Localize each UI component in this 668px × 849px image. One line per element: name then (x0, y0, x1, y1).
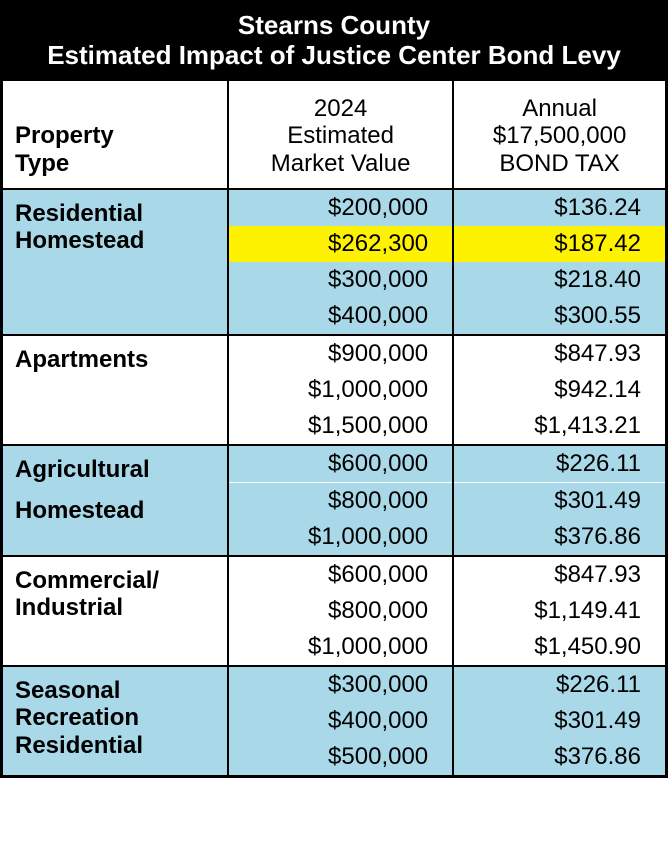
market-value: $1,000,000 (229, 629, 452, 665)
bond-tax-cell: $847.93$1,149.41$1,450.90 (453, 556, 665, 666)
market-value: $400,000 (229, 298, 452, 334)
bond-tax: $376.86 (454, 739, 665, 775)
market-value: $1,000,000 (229, 519, 452, 555)
title-line-2: Estimated Impact of Justice Center Bond … (13, 41, 655, 71)
bond-tax: $226.11 (454, 446, 665, 482)
property-type-cell: Commercial/Industrial (3, 556, 228, 666)
bond-tax: $226.11 (454, 667, 665, 703)
market-value: $800,000 (229, 593, 452, 629)
market-value: $900,000 (229, 336, 452, 372)
bond-tax-cell: $136.24$187.42$218.40$300.55 (453, 189, 665, 335)
market-value: $1,500,000 (229, 408, 452, 444)
market-value: $400,000 (229, 703, 452, 739)
property-type-cell: Apartments (3, 335, 228, 445)
header-property-type: Property Type (3, 81, 228, 189)
header-row: Property Type 2024 Estimated Market Valu… (3, 81, 665, 189)
bond-tax: $376.86 (454, 519, 665, 555)
bond-tax: $1,149.41 (454, 593, 665, 629)
market-value-cell: $600,000$800,000$1,000,000 (228, 445, 453, 556)
market-value: $300,000 (229, 667, 452, 703)
bond-tax: $187.42 (454, 226, 665, 262)
property-type-cell: Seasonal RecreationResidential (3, 666, 228, 775)
market-value-cell: $200,000$262,300$300,000$400,000 (228, 189, 453, 335)
market-value: $500,000 (229, 739, 452, 775)
property-type-cell: AgriculturalHomestead (3, 445, 228, 556)
table-row: Apartments$900,000$1,000,000$1,500,000$8… (3, 335, 665, 445)
bond-tax: $1,413.21 (454, 408, 665, 444)
bond-tax: $847.93 (454, 557, 665, 593)
market-value: $200,000 (229, 190, 452, 226)
market-value: $800,000 (229, 482, 452, 519)
bond-tax: $301.49 (454, 703, 665, 739)
title-block: Stearns County Estimated Impact of Justi… (3, 3, 665, 81)
title-line-1: Stearns County (13, 11, 655, 41)
table-row: Commercial/Industrial$600,000$800,000$1,… (3, 556, 665, 666)
bond-tax: $301.49 (454, 482, 665, 519)
property-type-cell: ResidentialHomestead (3, 189, 228, 335)
bond-tax: $1,450.90 (454, 629, 665, 665)
market-value: $262,300 (229, 226, 452, 262)
bond-tax: $136.24 (454, 190, 665, 226)
table-row: ResidentialHomestead$200,000$262,300$300… (3, 189, 665, 335)
market-value: $300,000 (229, 262, 452, 298)
impact-table: Property Type 2024 Estimated Market Valu… (3, 81, 665, 775)
table-row: AgriculturalHomestead$600,000$800,000$1,… (3, 445, 665, 556)
market-value: $1,000,000 (229, 372, 452, 408)
table-container: Stearns County Estimated Impact of Justi… (0, 0, 668, 778)
bond-tax: $847.93 (454, 336, 665, 372)
header-bond-tax: Annual $17,500,000 BOND TAX (453, 81, 665, 189)
market-value-cell: $600,000$800,000$1,000,000 (228, 556, 453, 666)
table-body: ResidentialHomestead$200,000$262,300$300… (3, 189, 665, 775)
market-value-cell: $900,000$1,000,000$1,500,000 (228, 335, 453, 445)
bond-tax-cell: $226.11$301.49$376.86 (453, 445, 665, 556)
header-market-value: 2024 Estimated Market Value (228, 81, 453, 189)
table-row: Seasonal RecreationResidential$300,000$4… (3, 666, 665, 775)
market-value-cell: $300,000$400,000$500,000 (228, 666, 453, 775)
bond-tax: $300.55 (454, 298, 665, 334)
bond-tax-cell: $847.93$942.14$1,413.21 (453, 335, 665, 445)
bond-tax: $218.40 (454, 262, 665, 298)
bond-tax-cell: $226.11$301.49$376.86 (453, 666, 665, 775)
market-value: $600,000 (229, 446, 452, 482)
bond-tax: $942.14 (454, 372, 665, 408)
market-value: $600,000 (229, 557, 452, 593)
